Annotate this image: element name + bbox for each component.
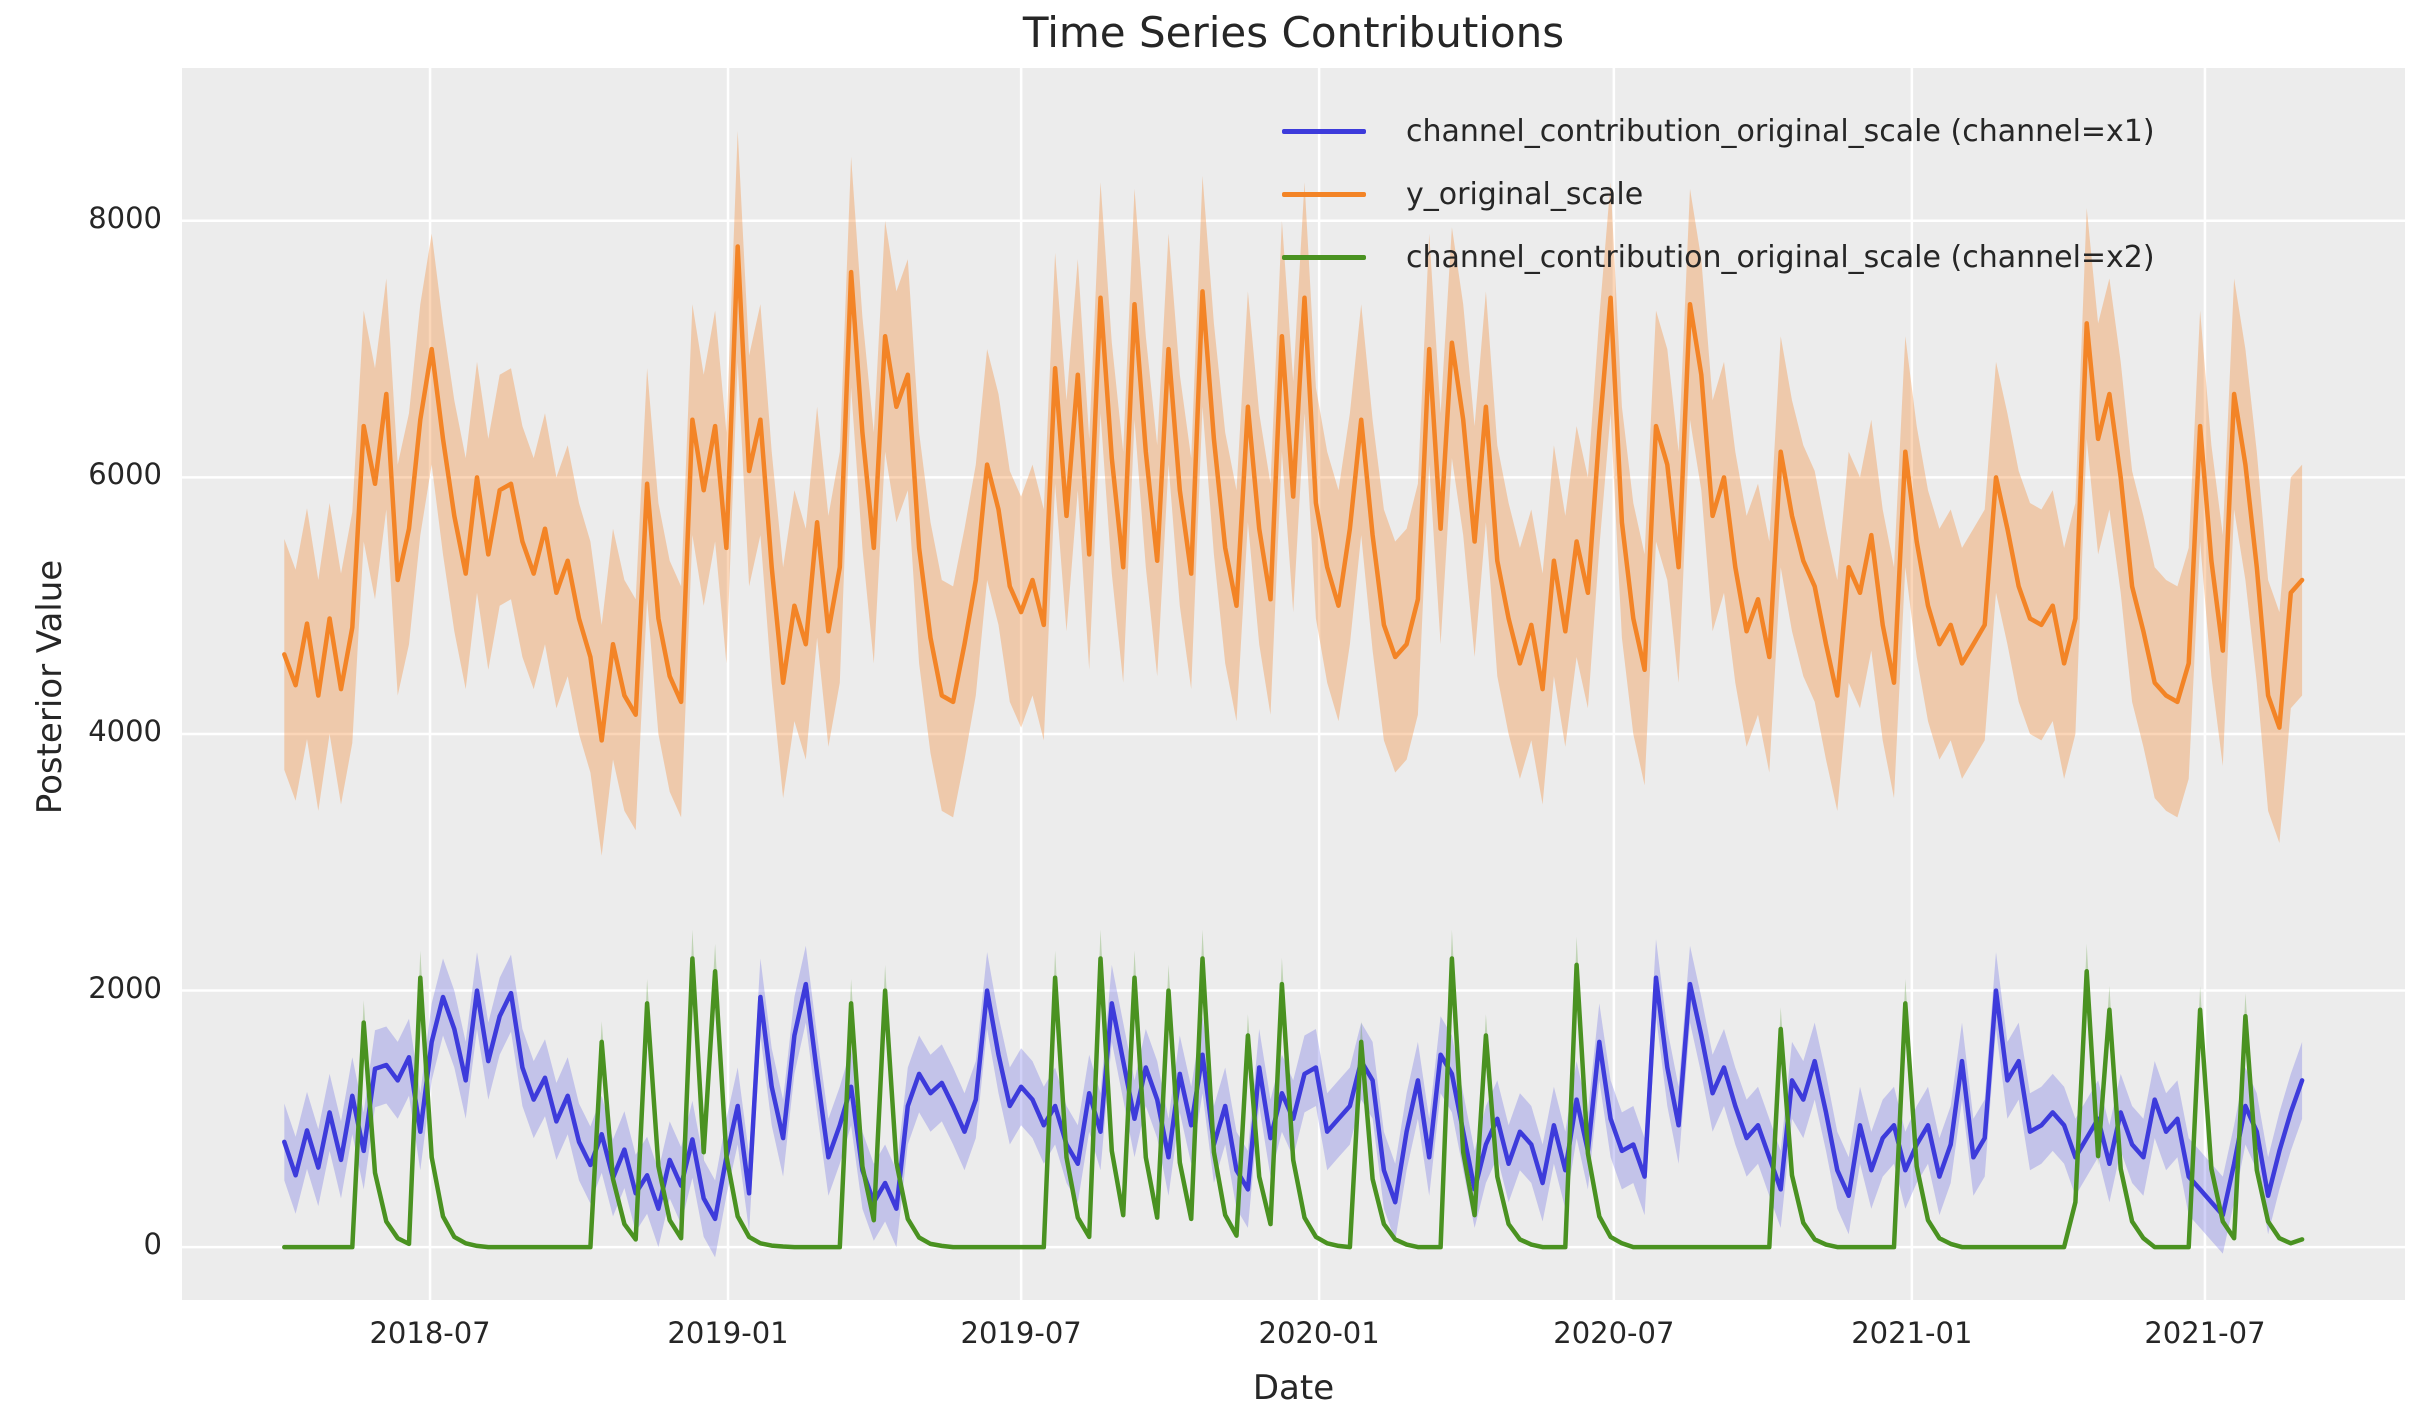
legend-swatch-x1 [1282, 129, 1366, 134]
series-band-0 [284, 939, 2303, 1258]
series-line-1 [282, 244, 2305, 743]
x-tick-label: 2021-01 [1851, 1316, 1973, 1350]
x-tick-label: 2020-01 [1258, 1316, 1380, 1350]
x-tick-label: 2020-07 [1553, 1316, 1675, 1350]
y-tick-label: 8000 [88, 200, 162, 235]
chart-title: Time Series Contributions [1022, 8, 1565, 57]
legend-swatch-y [1282, 192, 1366, 197]
x-tick-label: 2018-07 [369, 1316, 491, 1350]
y-tick-label: 2000 [88, 970, 162, 1005]
y-tick-label: 4000 [88, 713, 162, 748]
series-line-0 [282, 975, 2305, 1222]
y-tick-label: 6000 [88, 457, 162, 492]
axes-background [182, 68, 2405, 1300]
legend-item-x1: channel_contribution_original_scale (cha… [1282, 100, 2155, 163]
y-axis-label: Posterior Value [30, 559, 70, 815]
y-tick-label: 0 [143, 1227, 162, 1262]
x-tick-label: 2019-07 [960, 1316, 1082, 1350]
legend: channel_contribution_original_scale (cha… [1282, 100, 2155, 289]
x-axis-label: Date [1252, 1368, 1335, 1408]
x-tick-label: 2021-07 [2144, 1316, 2266, 1350]
legend-item-x2: channel_contribution_original_scale (cha… [1282, 226, 2155, 289]
legend-item-y: y_original_scale [1282, 163, 2155, 226]
legend-label-y: y_original_scale [1406, 177, 1644, 212]
series-line-2 [282, 956, 2305, 1250]
legend-label-x2: channel_contribution_original_scale (cha… [1406, 240, 2155, 275]
legend-swatch-x2 [1282, 255, 1366, 260]
x-tick-label: 2019-01 [667, 1316, 789, 1350]
legend-label-x1: channel_contribution_original_scale (cha… [1406, 114, 2155, 149]
